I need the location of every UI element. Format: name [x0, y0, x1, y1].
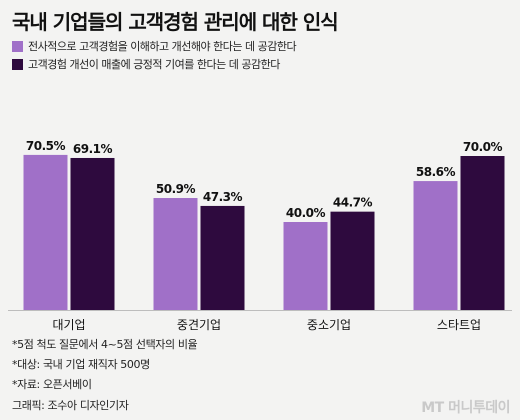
legend-item-1: 전사적으로 고객경험을 이해하고 개선해야 한다는 데 공감한다	[12, 37, 297, 55]
data-label-2-series-2: 47.3%	[203, 190, 243, 204]
data-label-4-series-1: 58.6%	[416, 165, 456, 179]
bar-1-series-2	[70, 157, 115, 310]
data-label-1-series-1: 70.5%	[26, 139, 66, 153]
data-label-1-series-2: 69.1%	[73, 142, 113, 156]
bar-4-series-2	[460, 156, 505, 310]
bar-chart: 70.5% 69.1% 대기업 50.9% 47.3% 중견기업 40.0% 44.7% 중소기…	[8, 139, 512, 332]
footnote-source: *자료: 오픈서베이	[12, 378, 92, 391]
graphic-credit: 그래픽: 조수아 디자인기자	[12, 399, 129, 412]
footnote-scale: *5점 척도 질문에서 4~5점 선택자의 비율	[12, 338, 198, 351]
bar-4-series-1	[413, 181, 458, 310]
footnote-target: *대상: 국내 기업 재직자 500명	[12, 358, 150, 371]
category-label-1: 대기업	[52, 318, 85, 332]
chart-title: 국내 기업들의 고객경험 관리에 대한 인식	[12, 10, 339, 34]
bar-3-series-2	[330, 211, 375, 310]
legend-label-1: 전사적으로 고객경험을 이해하고 개선해야 한다는 데 공감한다	[28, 40, 297, 53]
legend-swatch-1	[12, 40, 23, 52]
legend-item-2: 고객경험 개선이 매출에 긍정적 기여를 한다는 데 공감한다	[12, 55, 296, 73]
category-label-4: 스타트업	[437, 318, 481, 332]
category-label-2: 중견기업	[177, 318, 221, 332]
data-label-2-series-1: 50.9%	[156, 182, 196, 196]
publisher-logo: MT 머니투데이	[421, 400, 510, 416]
bar-3-series-1	[283, 222, 328, 310]
bar-2-series-1	[153, 198, 198, 310]
bar-2-series-2	[200, 205, 245, 310]
data-label-4-series-2: 70.0%	[463, 140, 503, 154]
data-label-3-series-1: 40.0%	[286, 206, 326, 220]
legend-swatch-2	[12, 58, 23, 70]
data-label-3-series-2: 44.7%	[333, 196, 373, 210]
legend: 전사적으로 고객경험을 이해하고 개선해야 한다는 데 공감한다 고객경험 개선…	[12, 37, 297, 73]
category-label-3: 중소기업	[307, 318, 351, 332]
legend-label-2: 고객경험 개선이 매출에 긍정적 기여를 한다는 데 공감한다	[28, 58, 280, 71]
bar-1-series-1	[23, 154, 68, 310]
footnotes: *5점 척도 질문에서 4~5점 선택자의 비율 *대상: 국내 기업 재직자 …	[12, 335, 198, 395]
